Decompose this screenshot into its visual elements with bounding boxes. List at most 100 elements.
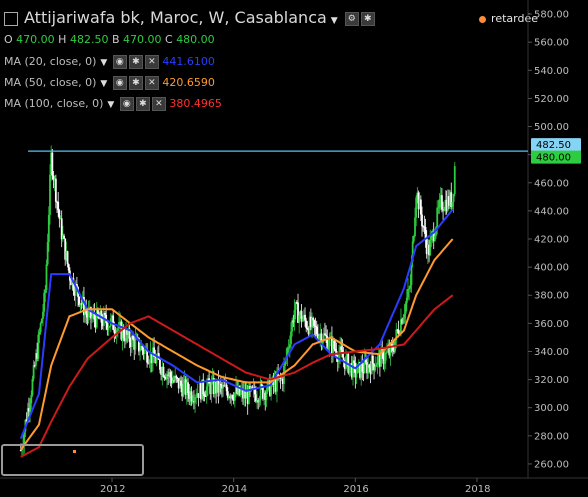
candle-body <box>307 328 310 335</box>
close-icon[interactable]: ✕ <box>144 55 159 69</box>
candle-body <box>334 349 337 352</box>
candle-body <box>31 378 34 396</box>
candle-body <box>239 392 242 395</box>
eye-icon[interactable]: ◉ <box>112 76 127 90</box>
candle-body <box>171 380 174 384</box>
settings-icon[interactable]: ⚙ <box>344 11 359 26</box>
candle-body <box>280 378 283 380</box>
candle-body <box>168 372 171 375</box>
candle-body <box>301 318 304 322</box>
candle-body <box>122 328 125 338</box>
gear-icon[interactable]: ✱ <box>135 97 150 111</box>
candle-body <box>319 333 322 336</box>
candle-body <box>224 384 227 387</box>
candle-body <box>290 331 292 345</box>
symbol-title[interactable]: Attijariwafa bk, Maroc, W, Casablanca <box>24 8 327 27</box>
candle-body <box>133 339 136 350</box>
candle-body <box>249 386 251 390</box>
x-tick-label: 2012 <box>100 484 125 495</box>
candle-body <box>129 341 132 347</box>
indicator-row-ma20[interactable]: MA (20, close, 0) ▼ ◉ ✱ ✕ 441.6100 <box>4 55 215 69</box>
x-tick-label: 2014 <box>222 484 247 495</box>
candle-body <box>190 391 193 402</box>
candle-body <box>26 408 29 422</box>
candle-body <box>143 349 146 354</box>
x-axis: 2012 2014 2016 2018 <box>100 478 490 495</box>
close-icon[interactable]: ✕ <box>144 76 159 90</box>
candle-body <box>92 313 95 317</box>
candle-body <box>360 364 363 378</box>
candle-body <box>180 380 182 386</box>
candle-body <box>400 319 402 334</box>
candle-body <box>47 214 50 243</box>
indicator-label[interactable]: MA (20, close, 0) <box>4 55 97 68</box>
y-tick-label: 460.00 <box>534 178 569 189</box>
candle-body <box>409 285 412 289</box>
candle-body <box>348 365 351 373</box>
candle-body <box>412 235 415 242</box>
gear-icon[interactable]: ✱ <box>360 11 375 26</box>
eye-icon[interactable]: ◉ <box>119 97 134 111</box>
candle-body <box>288 344 291 348</box>
candle-body <box>326 336 329 350</box>
close-icon[interactable]: ✕ <box>151 97 166 111</box>
indicator-label[interactable]: MA (50, close, 0) <box>4 76 97 89</box>
chevron-down-icon[interactable]: ▼ <box>330 16 338 26</box>
chevron-down-icon[interactable]: ▼ <box>107 100 115 110</box>
candle-body <box>450 192 453 207</box>
candle-body <box>161 366 164 375</box>
candle-body <box>438 199 441 208</box>
eye-icon[interactable]: ◉ <box>112 55 127 69</box>
ma-line-0[interactable] <box>19 208 454 439</box>
candle-body <box>384 352 387 361</box>
menu-icon[interactable] <box>4 11 18 26</box>
candle-body <box>72 278 75 292</box>
navigator-box[interactable] <box>1 444 144 476</box>
candle-body <box>260 384 263 387</box>
candle-body <box>183 379 186 384</box>
candle-body <box>229 396 232 399</box>
candle-body <box>426 244 429 255</box>
chevron-down-icon[interactable]: ▼ <box>100 58 108 68</box>
candle-body <box>439 195 442 200</box>
candle-body <box>87 310 90 318</box>
candle-body <box>74 284 77 296</box>
candle-body <box>300 311 303 322</box>
candle-body <box>295 302 298 304</box>
ma-line-2[interactable] <box>20 294 454 458</box>
candle-body <box>42 311 44 319</box>
candle-body <box>147 362 150 364</box>
candle-body <box>54 178 57 202</box>
candle-body <box>416 192 419 198</box>
indicator-label[interactable]: MA (100, close, 0) <box>4 97 104 110</box>
candle-body <box>287 347 290 349</box>
candle-body <box>195 396 198 398</box>
y-tick-label: 560.00 <box>534 38 569 49</box>
candle-body <box>423 226 426 228</box>
candle-body <box>355 373 358 378</box>
candle-body <box>173 380 175 382</box>
candle-body <box>78 296 81 306</box>
candle-body <box>217 379 220 393</box>
candle-body <box>204 396 207 398</box>
candle-body <box>404 303 407 314</box>
candle-body <box>446 196 449 212</box>
indicator-row-ma50[interactable]: MA (50, close, 0) ▼ ◉ ✱ ✕ 420.6590 <box>4 76 215 90</box>
candle-body <box>311 317 313 328</box>
candle-body <box>363 359 366 373</box>
candle-body <box>119 321 122 323</box>
gear-icon[interactable]: ✱ <box>128 55 143 69</box>
candle-body <box>376 356 379 366</box>
ma-line-1[interactable] <box>19 238 454 451</box>
candle-body <box>346 353 349 357</box>
gear-icon[interactable]: ✱ <box>128 76 143 90</box>
candle-body <box>265 392 268 400</box>
candle-body <box>353 360 356 364</box>
candle-body <box>166 374 168 380</box>
y-tick-label: 300.00 <box>534 403 569 414</box>
candle-body <box>225 384 228 392</box>
indicator-row-ma100[interactable]: MA (100, close, 0) ▼ ◉ ✱ ✕ 380.4965 <box>4 97 222 111</box>
candle-body <box>328 338 331 347</box>
chevron-down-icon[interactable]: ▼ <box>100 79 108 89</box>
